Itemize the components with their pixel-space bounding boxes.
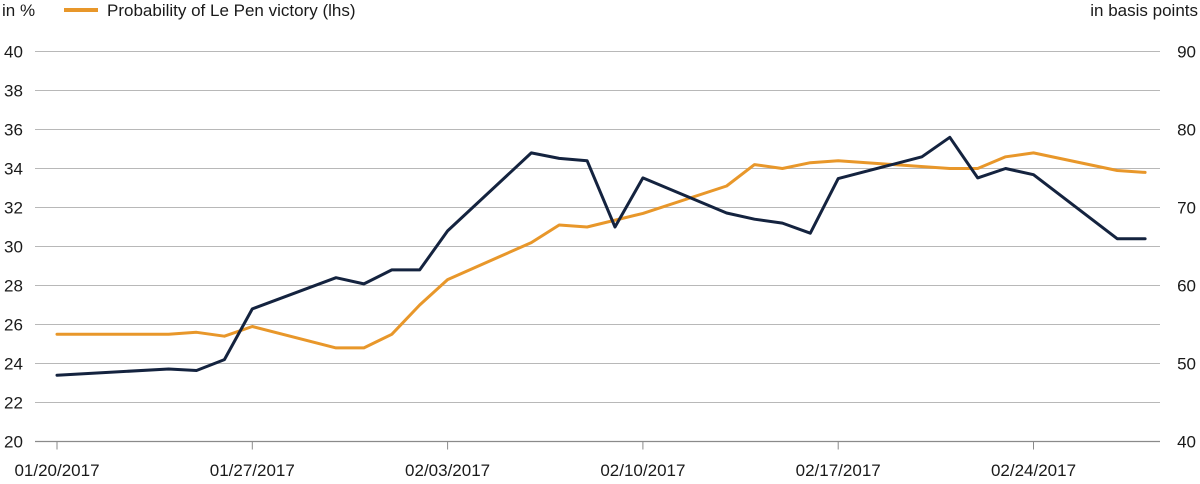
left-tick-label: 34 xyxy=(4,160,23,179)
right-tick-label: 80 xyxy=(1177,121,1196,140)
left-tick-label: 22 xyxy=(4,394,23,413)
x-axis: 01/20/2017 01/27/2017 02/03/2017 02/10/2017… xyxy=(14,441,1076,480)
left-tick-label: 30 xyxy=(4,238,23,257)
left-tick-label: 36 xyxy=(4,121,23,140)
x-tick-label: 02/17/2017 xyxy=(796,461,881,480)
right-tick-label: 50 xyxy=(1177,355,1196,374)
series-layer xyxy=(55,135,1147,377)
x-tick-label: 02/24/2017 xyxy=(991,461,1076,480)
gridlines xyxy=(35,51,1160,443)
left-tick-label: 40 xyxy=(4,43,23,62)
left-tick-label: 32 xyxy=(4,199,23,218)
left-tick-label: 24 xyxy=(4,355,23,374)
right-tick-label: 40 xyxy=(1177,433,1196,452)
left-axis-ticks: 20 22 24 26 28 30 32 34 36 38 40 xyxy=(4,43,23,452)
x-tick-label: 02/10/2017 xyxy=(600,461,685,480)
x-tick-label: 02/03/2017 xyxy=(405,461,490,480)
series-line-lepen xyxy=(55,151,1147,350)
x-tick-label: 01/20/2017 xyxy=(14,461,99,480)
x-tick-label: 01/27/2017 xyxy=(210,461,295,480)
legend: Probability of Le Pen victory (lhs) xyxy=(64,1,356,20)
left-axis-unit-label: in % xyxy=(2,1,35,20)
right-tick-label: 60 xyxy=(1177,277,1196,296)
left-tick-label: 38 xyxy=(4,82,23,101)
right-tick-label: 70 xyxy=(1177,199,1196,218)
left-tick-label: 20 xyxy=(4,433,23,452)
series-line-rhs xyxy=(55,135,1147,377)
right-axis-unit-label: in basis points xyxy=(1090,1,1198,20)
left-tick-label: 26 xyxy=(4,316,23,335)
right-axis-ticks: 40 50 60 70 80 90 xyxy=(1177,43,1196,452)
right-tick-label: 90 xyxy=(1177,43,1196,62)
legend-label: Probability of Le Pen victory (lhs) xyxy=(107,1,356,20)
left-tick-label: 28 xyxy=(4,277,23,296)
